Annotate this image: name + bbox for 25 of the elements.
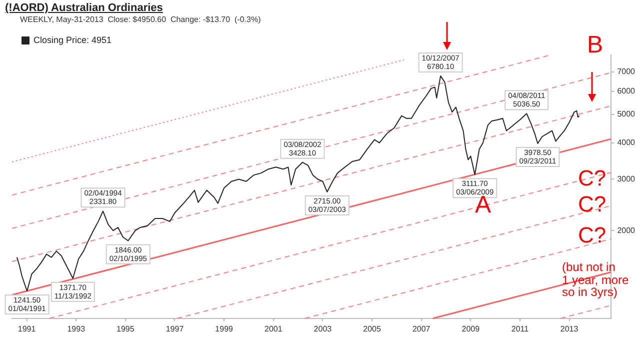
x-tick-label: 1995 [116,324,135,334]
y-tick-label: 7000 [617,67,636,76]
y-tick-label: 2000 [617,226,636,235]
y-tick-label: 3000 [617,174,636,184]
x-tick-label: 1991 [18,324,36,334]
x-tick-label: 1993 [67,324,86,334]
x-tick-label: 1999 [215,324,234,334]
chart-subtitle: WEEKLY, May-31-2013 Close: $4950.60 Change: -$13.70 (-0.3%) [20,15,261,24]
y-tick-label: 6000 [617,86,636,96]
y-tick-label: 5000 [617,110,636,119]
legend-label: Closing Price: 4951 [34,34,112,45]
x-tick-label: 1997 [166,324,184,334]
x-tick-label: 2001 [264,324,283,334]
annotation: C? [578,191,606,216]
x-tick-label: 2013 [560,324,579,334]
x-tick-label: 2007 [412,324,431,334]
annotation: C? [578,222,606,248]
x-tick-label: 2003 [314,324,332,334]
y-tick-label: 4000 [617,138,636,148]
annotation: B [586,31,604,58]
chart-title: (!AORD) Australian Ordinaries [5,2,163,14]
x-tick-label: 2005 [363,324,382,334]
annotation: C? [578,165,606,190]
x-tick-label: 2011 [511,324,530,334]
x-tick-label: 2009 [462,324,480,334]
